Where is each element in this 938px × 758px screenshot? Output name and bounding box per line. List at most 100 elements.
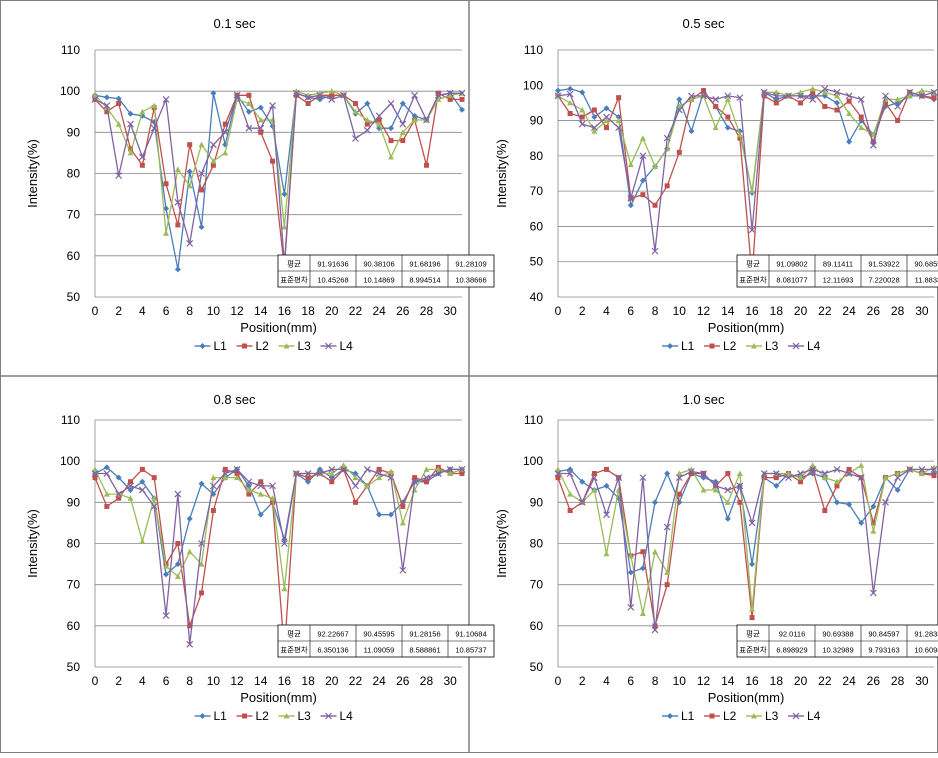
data-point: [375, 470, 383, 477]
data-point: [869, 589, 877, 597]
y-tick-label: 70: [530, 184, 544, 198]
legend-label: L1: [214, 339, 228, 353]
marker-stroke: [578, 498, 586, 506]
marker-stroke: [687, 92, 695, 100]
data-point: [797, 470, 805, 477]
data-point: [186, 240, 194, 247]
data-point: [92, 475, 98, 481]
x-tick-label: 30: [443, 304, 457, 318]
data-point: [615, 474, 623, 482]
data-point: [667, 343, 673, 349]
data-point: [882, 92, 889, 100]
data-point: [150, 503, 158, 510]
data-point: [809, 462, 816, 468]
data-point: [555, 475, 561, 481]
marker-stroke: [700, 92, 707, 100]
x-tick-label: 20: [325, 674, 339, 688]
data-point: [760, 470, 768, 477]
data-point: [363, 126, 371, 134]
data-point: [725, 114, 731, 120]
data-point: [325, 342, 332, 350]
y-tick-label: 50: [67, 660, 81, 674]
data-point: [567, 85, 574, 92]
data-point: [411, 112, 418, 119]
data-point: [604, 125, 610, 131]
data-point: [749, 561, 756, 568]
x-tick-label: 28: [420, 304, 434, 318]
data-point: [664, 470, 671, 477]
data-point: [103, 102, 111, 109]
data-point: [127, 486, 134, 493]
data-point: [387, 511, 394, 518]
data-point: [151, 495, 158, 501]
data-point: [388, 138, 394, 144]
data-point: [797, 89, 804, 95]
data-point: [930, 88, 938, 96]
marker-stroke: [325, 712, 332, 720]
data-point: [233, 91, 241, 99]
data-point: [579, 106, 586, 113]
data-point: [139, 108, 146, 115]
data-point: [751, 713, 757, 719]
data-point: [724, 499, 731, 505]
data-point: [833, 499, 840, 506]
data-point: [257, 104, 264, 111]
marker-stroke: [918, 465, 926, 473]
data-point: [701, 88, 707, 94]
marker-stroke: [792, 342, 800, 350]
data-point: [435, 96, 442, 102]
data-point: [199, 343, 206, 349]
data-point: [376, 117, 382, 123]
data-point: [700, 92, 707, 100]
data-point: [906, 88, 914, 96]
data-point: [104, 109, 110, 115]
series-line: [557, 89, 935, 277]
data-point: [675, 106, 683, 114]
marker-stroke: [869, 589, 877, 597]
y-tick-label: 70: [67, 578, 81, 592]
legend-label: L4: [807, 709, 821, 723]
data-point: [676, 470, 683, 477]
marker-stroke: [138, 153, 146, 161]
marker-stroke: [615, 474, 623, 482]
x-tick-label: 2: [579, 674, 586, 688]
data-point: [712, 486, 719, 493]
y-tick-label: 110: [61, 413, 80, 427]
data-point: [785, 474, 792, 482]
data-point: [280, 540, 288, 547]
data-point: [175, 222, 181, 228]
data-point: [639, 610, 646, 616]
data-point: [234, 474, 241, 481]
marker-stroke: [269, 102, 277, 109]
data-point: [792, 342, 800, 350]
data-point: [128, 479, 134, 485]
data-point: [364, 121, 370, 127]
data-point: [792, 712, 800, 720]
x-axis-label: Position(mm): [240, 320, 317, 335]
data-point: [233, 465, 241, 473]
marker-stroke: [785, 92, 792, 100]
data-point: [459, 106, 465, 113]
stats-cell: 90.84597: [868, 630, 899, 639]
data-point: [458, 465, 466, 473]
data-point: [591, 486, 598, 493]
marker-stroke: [590, 474, 598, 482]
x-tick-label: 0: [555, 674, 562, 688]
x-tick-label: 12: [697, 304, 711, 318]
data-point: [687, 92, 695, 100]
stats-cell: 10.45268: [317, 276, 348, 285]
marker-stroke: [115, 490, 123, 498]
data-point: [640, 549, 646, 555]
data-point: [151, 475, 157, 481]
data-point: [785, 470, 792, 477]
data-point: [174, 573, 181, 579]
data-point: [773, 100, 779, 106]
marker-stroke: [280, 540, 288, 547]
marker-stroke: [162, 95, 170, 103]
data-point: [918, 465, 926, 473]
data-point: [603, 105, 610, 112]
data-point: [138, 486, 146, 494]
stats-cell: 91.91636: [317, 260, 348, 269]
x-tick-label: 20: [794, 304, 808, 318]
